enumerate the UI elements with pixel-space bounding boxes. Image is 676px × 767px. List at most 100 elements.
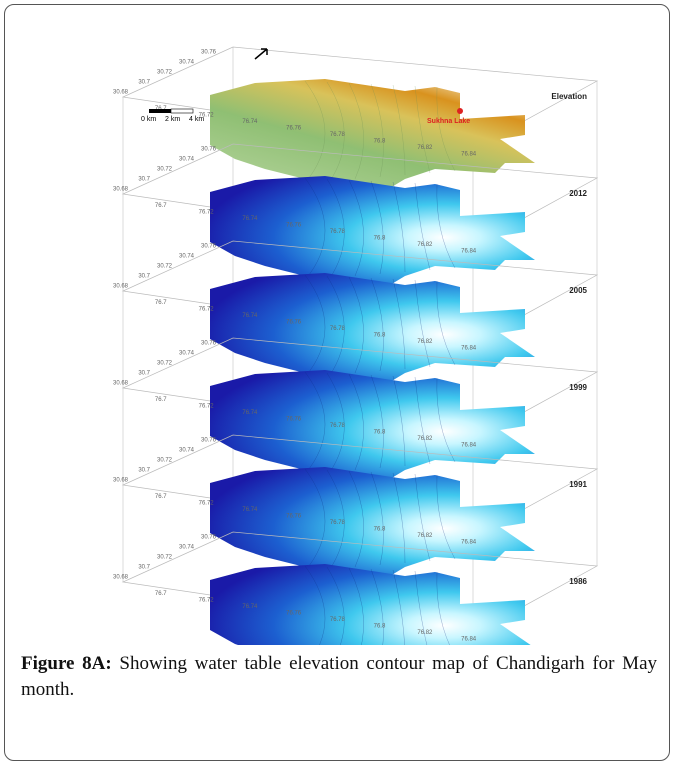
longitude-tick: 76.72 xyxy=(199,500,215,506)
latitude-tick: 30.74 xyxy=(179,254,195,260)
longitude-tick: 76.7 xyxy=(155,397,167,403)
latitude-tick: 30.72 xyxy=(157,555,173,561)
longitude-tick: 76.8 xyxy=(374,526,386,532)
latitude-tick: 30.72 xyxy=(157,70,173,76)
contour-line xyxy=(436,86,456,172)
contour-line xyxy=(348,82,364,180)
layer-label: 1999 xyxy=(569,383,587,392)
layer-label: 2012 xyxy=(569,189,587,198)
contour-line xyxy=(348,179,364,277)
latitude-tick: 30.7 xyxy=(138,371,150,377)
longitude-tick: 76.8 xyxy=(374,235,386,241)
longitude-tick: 76.78 xyxy=(330,423,346,429)
longitude-tick: 76.84 xyxy=(461,539,477,545)
latitude-tick: 30.76 xyxy=(201,341,217,347)
latitude-tick: 30.7 xyxy=(138,468,150,474)
longitude-tick: 76.8 xyxy=(374,332,386,338)
longitude-tick: 76.76 xyxy=(286,125,302,131)
longitude-tick: 76.84 xyxy=(461,248,477,254)
contour-map xyxy=(210,564,531,645)
longitude-tick: 76.82 xyxy=(417,630,433,636)
longitude-tick: 76.7 xyxy=(155,591,167,597)
contour-map xyxy=(210,467,535,579)
longitude-tick: 76.78 xyxy=(330,326,346,332)
contour-line xyxy=(326,372,345,473)
map-layer: 30.68 30.7 30.72 30.74 30.76 76.7 76.72 76.74 76… xyxy=(113,531,599,645)
contour-line xyxy=(436,474,456,560)
scale-bar xyxy=(149,109,171,113)
contour-line xyxy=(392,181,406,273)
longitude-tick: 76.84 xyxy=(461,345,477,351)
caption-label: Figure 8A: xyxy=(21,653,112,674)
contour-map xyxy=(210,370,535,482)
contour-line xyxy=(370,83,384,178)
longitude-tick: 76.7 xyxy=(155,494,167,500)
latitude-tick: 30.68 xyxy=(113,90,129,96)
latitude-tick: 30.76 xyxy=(201,244,217,250)
contour-map xyxy=(210,273,535,385)
longitude-tick: 76.74 xyxy=(242,119,258,125)
longitude-tick: 76.72 xyxy=(199,209,215,215)
latitude-tick: 30.7 xyxy=(138,565,150,571)
scale-label: 2 km xyxy=(165,116,180,123)
layer-label: 2005 xyxy=(569,286,587,295)
contour-line xyxy=(392,375,406,467)
latitude-tick: 30.76 xyxy=(201,535,217,541)
latitude-tick: 30.74 xyxy=(179,60,195,66)
contour-line xyxy=(414,376,431,465)
latitude-tick: 30.76 xyxy=(201,147,217,153)
longitude-tick: 76.84 xyxy=(461,151,477,157)
longitude-tick: 76.82 xyxy=(417,242,433,248)
longitude-tick: 76.78 xyxy=(330,229,346,235)
map-layer: 30.68 30.7 30.72 30.74 30.76 76.7 76.72 76.74 76… xyxy=(113,46,599,191)
longitude-tick: 76.72 xyxy=(199,597,215,603)
latitude-tick: 30.74 xyxy=(179,545,195,551)
scale-label: 0 km xyxy=(141,116,156,123)
map-layer: 30.68 30.7 30.72 30.74 30.76 76.7 76.72 76.74 76… xyxy=(113,143,599,288)
contour-line xyxy=(414,473,431,562)
contour-line xyxy=(370,277,384,372)
longitude-tick: 76.76 xyxy=(286,416,302,422)
longitude-tick: 76.7 xyxy=(155,300,167,306)
longitude-tick: 76.84 xyxy=(461,636,477,642)
longitude-tick: 76.74 xyxy=(242,410,258,416)
contour-line xyxy=(392,569,405,645)
contour-line xyxy=(392,472,406,564)
contour-map xyxy=(210,79,535,191)
longitude-tick: 76.8 xyxy=(374,138,386,144)
contour-line xyxy=(304,274,326,378)
contour-line xyxy=(348,567,364,645)
longitude-tick: 76.74 xyxy=(242,507,258,513)
lake-label: Sukhna Lake xyxy=(427,118,470,125)
contour-line xyxy=(414,85,431,174)
layer-label: Elevation xyxy=(551,92,587,101)
caption: Figure 8A: Showing water table elevation… xyxy=(21,651,657,703)
longitude-tick: 76.76 xyxy=(286,222,302,228)
longitude-tick: 76.76 xyxy=(286,513,302,519)
figure-panel: 30.68 30.7 30.72 30.74 30.76 76.7 76.72 76.74 76… xyxy=(4,4,670,761)
longitude-tick: 76.74 xyxy=(242,604,258,610)
contour-line xyxy=(304,565,326,645)
map-layer: 30.68 30.7 30.72 30.74 30.76 76.7 76.72 76.74 76… xyxy=(113,337,599,482)
contour-line xyxy=(348,276,364,374)
longitude-tick: 76.78 xyxy=(330,617,346,623)
figure-image: 30.68 30.7 30.72 30.74 30.76 76.7 76.72 76.74 76… xyxy=(113,46,599,645)
contour-line xyxy=(392,278,406,370)
contour-line xyxy=(326,81,345,182)
north-arrow xyxy=(254,48,268,60)
contour-line xyxy=(304,80,326,184)
longitude-tick: 76.74 xyxy=(242,216,258,222)
layer-label: 1991 xyxy=(569,480,587,489)
longitude-tick: 76.72 xyxy=(199,306,215,312)
map-layer: 30.68 30.7 30.72 30.74 30.76 76.7 76.72 76.74 76… xyxy=(113,240,599,385)
latitude-tick: 30.72 xyxy=(157,361,173,367)
longitude-tick: 76.76 xyxy=(286,610,302,616)
latitude-tick: 30.74 xyxy=(179,448,195,454)
longitude-tick: 76.7 xyxy=(155,203,167,209)
latitude-tick: 30.7 xyxy=(138,80,150,86)
contour-line xyxy=(436,377,456,463)
contour-line xyxy=(370,374,384,469)
contour-line xyxy=(326,275,345,376)
latitude-tick: 30.68 xyxy=(113,478,129,484)
contour-line xyxy=(436,280,456,366)
